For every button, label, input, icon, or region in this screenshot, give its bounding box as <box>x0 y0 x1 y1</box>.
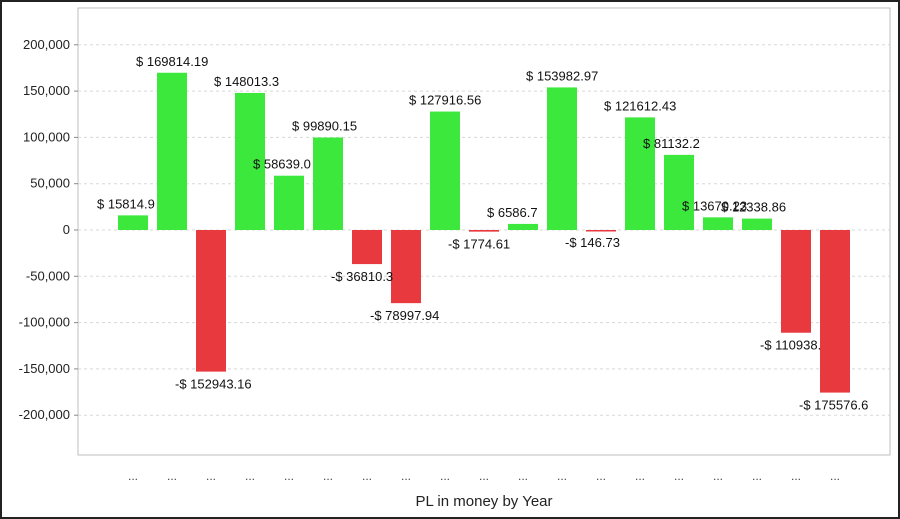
category-label: ... <box>284 469 294 483</box>
x-axis: ........................................… <box>128 469 840 483</box>
data-label: $ 81132.2 <box>643 136 700 151</box>
bar <box>547 87 577 230</box>
data-label: $ 58639.0 <box>253 157 311 172</box>
bar <box>664 154 694 230</box>
data-label: $ 153982.97 <box>526 68 598 83</box>
category-label: ... <box>440 469 450 483</box>
category-label: ... <box>830 469 840 483</box>
data-label: $ 169814.19 <box>136 54 208 69</box>
category-label: ... <box>752 469 762 483</box>
category-label: ... <box>596 469 606 483</box>
data-label: $ 99890.15 <box>292 119 357 134</box>
bar <box>391 230 421 304</box>
y-tick-label: 200,000 <box>23 37 70 52</box>
y-tick-label: 150,000 <box>23 83 70 98</box>
data-label: -$ 152943.16 <box>175 377 252 392</box>
data-labels: $ 15814.9 $ 169814.19 -$ 152943.16 $ 148013… <box>97 54 868 413</box>
bar <box>313 137 343 230</box>
y-tick-label: -200,000 <box>19 407 70 422</box>
bar <box>430 111 460 230</box>
data-label: $ 15814.9 <box>97 196 155 211</box>
bar <box>157 72 187 230</box>
bar <box>352 230 382 265</box>
category-label: ... <box>323 469 333 483</box>
y-tick-label: 50,000 <box>30 176 70 191</box>
bar <box>625 117 655 230</box>
y-tick-label: -100,000 <box>19 315 70 330</box>
x-axis-title: PL in money by Year <box>415 493 552 510</box>
bars <box>118 72 850 393</box>
data-label: $ 148013.3 <box>214 74 279 89</box>
bar <box>235 92 265 230</box>
category-label: ... <box>128 469 138 483</box>
category-label: ... <box>518 469 528 483</box>
y-tick-label: 100,000 <box>23 129 70 144</box>
category-label: ... <box>167 469 177 483</box>
category-label: ... <box>674 469 684 483</box>
y-tick-label: -150,000 <box>19 361 70 376</box>
bar <box>196 230 226 372</box>
data-label: -$ 110938. <box>760 338 821 353</box>
category-label: ... <box>206 469 216 483</box>
data-label: $ 127916.56 <box>409 93 481 108</box>
category-label: ... <box>791 469 801 483</box>
bar <box>508 223 538 230</box>
category-label: ... <box>557 469 567 483</box>
data-label: $ 13670.23 <box>682 198 747 213</box>
category-label: ... <box>401 469 411 483</box>
data-label: -$ 78997.94 <box>370 308 439 323</box>
bar <box>703 217 733 230</box>
data-label: -$ 36810.3 <box>331 269 393 284</box>
bar <box>469 230 499 232</box>
y-tick-label: 0 <box>63 222 70 237</box>
category-label: ... <box>245 469 255 483</box>
bar <box>820 230 850 393</box>
data-label: $ 121612.43 <box>604 98 676 113</box>
category-label: ... <box>713 469 723 483</box>
bar <box>586 230 616 232</box>
bar <box>742 218 772 230</box>
bar <box>781 230 811 333</box>
y-axis: 200,000 150,000 100,000 50,000 0 -50,000 -100,… <box>19 37 78 422</box>
data-label: -$ 1774.61 <box>448 237 510 252</box>
y-tick-label: -50,000 <box>26 268 70 283</box>
category-label: ... <box>362 469 372 483</box>
category-label: ... <box>479 469 489 483</box>
data-label: -$ 146.73 <box>565 235 620 250</box>
data-label: -$ 175576.6 <box>799 398 868 413</box>
data-label: $ 6586.7 <box>487 205 538 220</box>
bar <box>274 175 304 230</box>
bar <box>118 215 148 230</box>
category-label: ... <box>635 469 645 483</box>
data-label: $ 12338.86 <box>721 200 786 215</box>
